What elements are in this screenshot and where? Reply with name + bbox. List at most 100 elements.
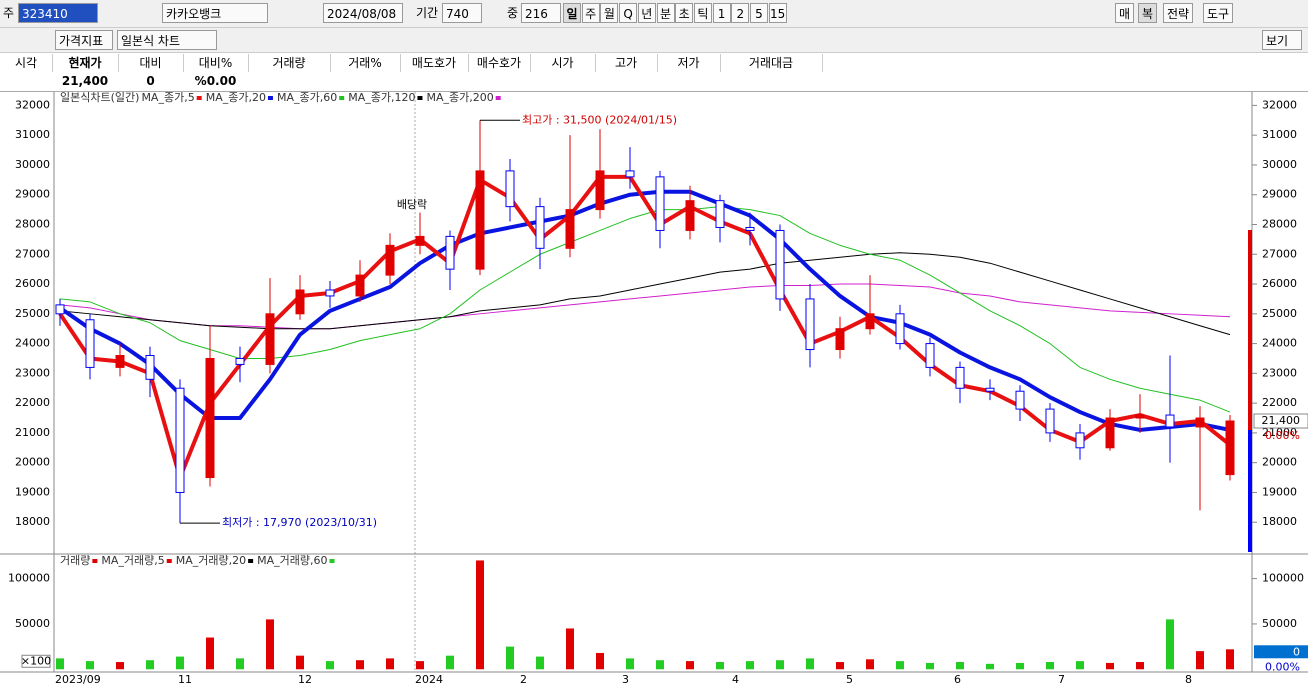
- period-button[interactable]: 월: [600, 3, 619, 23]
- period-button[interactable]: 일: [563, 3, 581, 23]
- y-tick-label: 24000: [15, 337, 50, 350]
- volume-bar: [1046, 662, 1054, 670]
- period-button[interactable]: 초: [675, 3, 694, 23]
- y-tick-label-right: 27000: [1262, 247, 1297, 260]
- candle-body: [1165, 414, 1175, 428]
- current-box: [1253, 413, 1308, 429]
- legend-swatch: [166, 559, 172, 563]
- period-input[interactable]: 740: [442, 3, 482, 23]
- column-header: 매수호가: [468, 54, 531, 72]
- candle-body: [985, 387, 995, 392]
- right-button[interactable]: 전략: [1163, 3, 1194, 23]
- y-tick-label: 26000: [15, 277, 50, 290]
- y-tick-label-right: 22000: [1262, 396, 1297, 409]
- volume-bar: [386, 658, 394, 670]
- view-button[interactable]: 보기: [1262, 30, 1302, 50]
- volume-bar: [926, 662, 934, 670]
- mid-label: 중: [507, 6, 519, 20]
- indicator-button[interactable]: 가격지표: [55, 30, 113, 50]
- period-button[interactable]: Q: [619, 3, 638, 23]
- price-side-bar: [1248, 230, 1252, 430]
- candle-body: [835, 328, 845, 351]
- column-header: 거래량: [248, 54, 331, 72]
- volume-bar: [776, 660, 784, 670]
- mid-input[interactable]: 216: [521, 3, 561, 23]
- column-header: 시각: [0, 54, 53, 72]
- candle-body: [655, 176, 665, 231]
- legend-entry: MA_종가,200: [426, 92, 493, 104]
- y-tick-label-right: 31000: [1262, 128, 1297, 141]
- legend-entry: MA_거래량,60: [257, 554, 327, 567]
- moving-average: [59, 252, 1231, 336]
- candle-body: [445, 235, 455, 270]
- moving-average: [59, 283, 1231, 330]
- x-tick-label: 4: [732, 673, 739, 686]
- name-input[interactable]: 카카오뱅크: [162, 3, 268, 23]
- candle-body: [475, 170, 485, 270]
- legend-swatch: [196, 96, 202, 100]
- legend-swatch: [329, 559, 335, 563]
- legend-swatch: [339, 96, 345, 100]
- candle-body: [1225, 420, 1235, 476]
- y-tick-label: 23000: [15, 366, 50, 379]
- y-tick-label: 25000: [15, 307, 50, 320]
- y-tick-label: 27000: [15, 247, 50, 260]
- candle-body: [505, 170, 515, 208]
- x-tick-label: 12: [298, 673, 312, 686]
- legend-entry: MA_거래량,20: [176, 554, 246, 567]
- volume-bar: [446, 655, 454, 670]
- candle-body: [1195, 417, 1205, 428]
- x-tick-label: 2024: [415, 673, 443, 686]
- volume-bar: [296, 655, 304, 670]
- code-input[interactable]: 323410: [18, 3, 98, 23]
- legend-entry: MA_거래량,5: [101, 554, 164, 567]
- quote-value: %0.00: [194, 74, 237, 88]
- y-tick-label-right: 28000: [1262, 217, 1297, 230]
- period-button[interactable]: 틱: [693, 3, 712, 23]
- x-tick-label: 6: [954, 673, 961, 686]
- candle-body: [625, 170, 635, 178]
- volume-bar: [1226, 649, 1234, 670]
- column-header: 현재가: [52, 54, 119, 72]
- period-button[interactable]: 년: [637, 3, 656, 23]
- volume-bar: [1196, 651, 1204, 670]
- period-button[interactable]: 5: [750, 3, 768, 23]
- period-button[interactable]: 분: [656, 3, 675, 23]
- legend-entry: 거래량: [60, 554, 90, 567]
- y-tick-label: 20000: [15, 456, 50, 469]
- x-tick-label: 8: [1185, 673, 1192, 686]
- y-tick-label-right: 26000: [1262, 277, 1297, 290]
- y-tick-label-right: 23000: [1262, 366, 1297, 379]
- candle-body: [85, 319, 95, 368]
- toolbar-second: 가격지표 일본식 차트 보기: [0, 28, 1308, 53]
- chart-kind-select[interactable]: 일본식 차트: [117, 30, 217, 50]
- candle-body: [565, 209, 575, 249]
- candle-body: [595, 170, 605, 211]
- period-button[interactable]: 2: [731, 3, 750, 23]
- quote-value: 0: [146, 74, 155, 88]
- y-tick-label-right: 32000: [1262, 98, 1297, 111]
- candle-body: [775, 229, 785, 300]
- column-header: 시가: [530, 54, 596, 72]
- y-tick-label: 28000: [15, 217, 50, 230]
- volume-bar: [716, 662, 724, 670]
- x-tick-label: 7: [1058, 673, 1065, 686]
- date-input[interactable]: 2024/08/08: [323, 3, 403, 23]
- volume-bar: [146, 660, 154, 670]
- legend-swatch: [417, 96, 423, 100]
- period-button[interactable]: 15: [768, 3, 787, 23]
- y-tick-label-right: 21000: [1262, 426, 1297, 439]
- y-tick-label-right: 18000: [1262, 515, 1297, 528]
- right-button[interactable]: 도구: [1203, 3, 1234, 23]
- period-button[interactable]: 주: [581, 3, 600, 23]
- volume-bar: [1016, 662, 1024, 670]
- y-tick-label: 50000: [15, 617, 50, 630]
- legend-entry: 일본식차트(일간): [60, 92, 139, 104]
- unit-label: ×100: [21, 654, 51, 667]
- right-button[interactable]: 매: [1115, 3, 1135, 23]
- volume-bar: [956, 662, 964, 670]
- volume-bar: [56, 658, 64, 670]
- period-button[interactable]: 1: [712, 3, 731, 23]
- candle-body: [325, 289, 335, 297]
- right-button[interactable]: 복: [1138, 3, 1158, 23]
